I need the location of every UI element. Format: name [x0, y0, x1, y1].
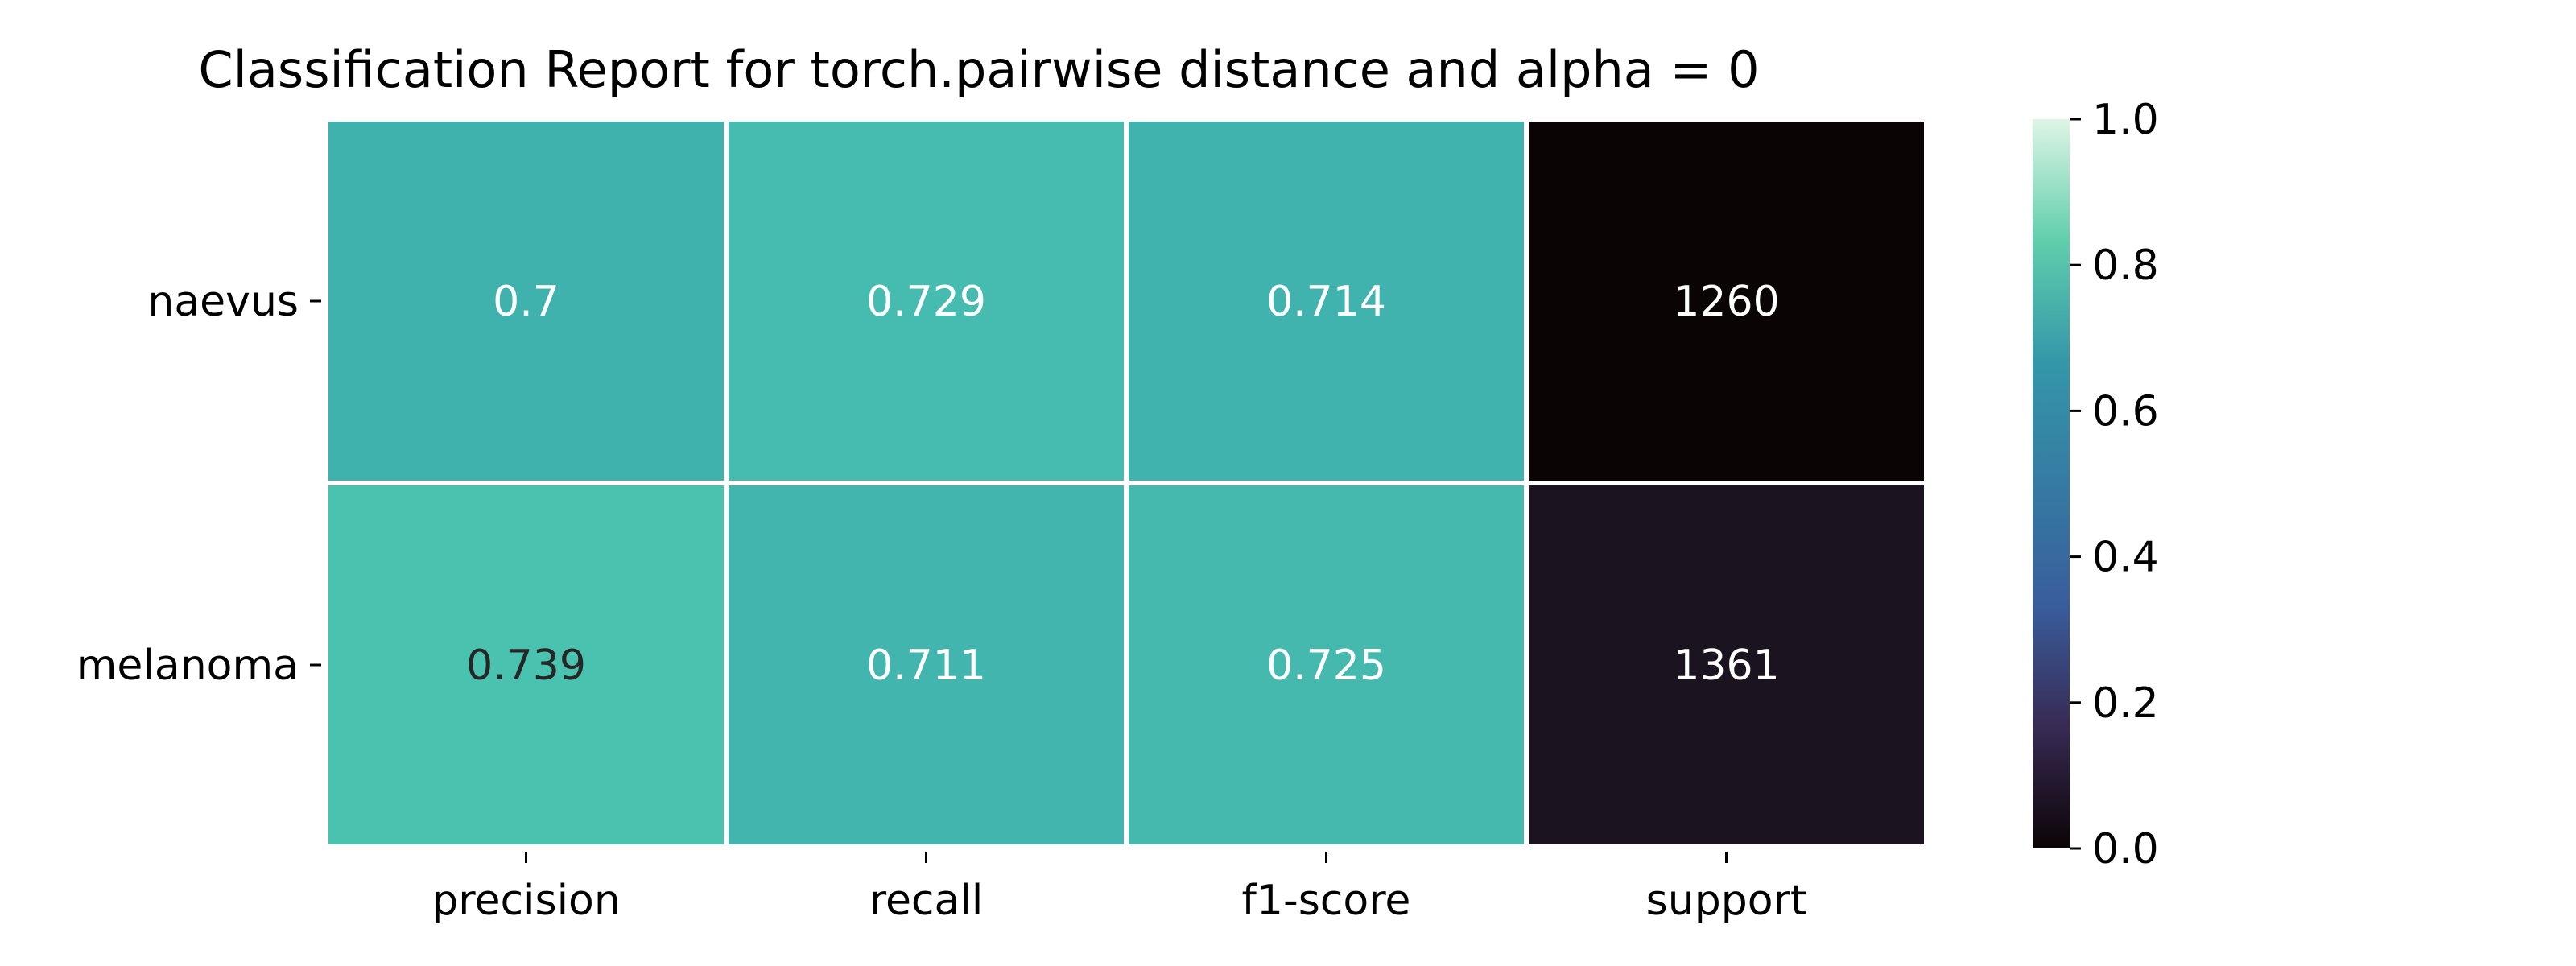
y-axis: naevus melanoma — [76, 278, 321, 690]
heatmap-cell-melanoma-recall — [729, 485, 1124, 844]
heatmap-cells: 0.7 0.729 0.714 1260 0.739 0.711 0.725 1361 — [328, 122, 1924, 844]
x-axis: precision recall f1-score support — [431, 852, 1806, 925]
heatmap-cell-naevus-recall — [729, 122, 1124, 481]
colorbar-tick-label: 0.8 — [2092, 242, 2159, 290]
y-tick-label-naevus: naevus — [147, 278, 299, 326]
cell-value-melanoma-recall: 0.711 — [866, 642, 986, 690]
y-tick-label-melanoma: melanoma — [76, 642, 299, 690]
colorbar-tick-label: 0.0 — [2092, 825, 2159, 873]
heatmap-cell-melanoma-support — [1529, 485, 1924, 844]
x-tick-label-recall: recall — [869, 877, 984, 925]
heatmap-cell-naevus-f1-score — [1129, 122, 1524, 481]
heatmap-cell-naevus-precision — [328, 122, 724, 481]
x-tick-label-precision: precision — [431, 877, 621, 925]
cell-value-melanoma-precision: 0.739 — [466, 642, 586, 690]
chart-title: Classification Report for torch.pairwise… — [198, 40, 1759, 99]
x-tick-label-support: support — [1646, 877, 1807, 925]
heatmap-cell-naevus-support — [1529, 122, 1924, 481]
heatmap-cell-melanoma-f1-score — [1129, 485, 1524, 844]
cell-value-melanoma-support: 1361 — [1673, 642, 1779, 690]
cell-value-naevus-precision: 0.7 — [493, 278, 559, 326]
colorbar: 0.0 0.2 0.4 0.6 0.8 1.0 — [2033, 96, 2159, 873]
colorbar-tick-label: 0.4 — [2092, 534, 2159, 582]
colorbar-gradient — [2033, 119, 2070, 848]
colorbar-tick-label: 0.2 — [2092, 679, 2159, 728]
cell-value-naevus-support: 1260 — [1673, 278, 1779, 326]
cell-value-naevus-recall: 0.729 — [866, 278, 986, 326]
colorbar-tick-label: 1.0 — [2092, 96, 2159, 144]
colorbar-tick-label: 0.6 — [2092, 387, 2159, 436]
heatmap-cell-melanoma-precision — [328, 485, 724, 844]
cell-value-naevus-f1-score: 0.714 — [1266, 278, 1386, 326]
cell-value-melanoma-f1-score: 0.725 — [1266, 642, 1386, 690]
x-tick-label-f1-score: f1-score — [1242, 877, 1411, 925]
